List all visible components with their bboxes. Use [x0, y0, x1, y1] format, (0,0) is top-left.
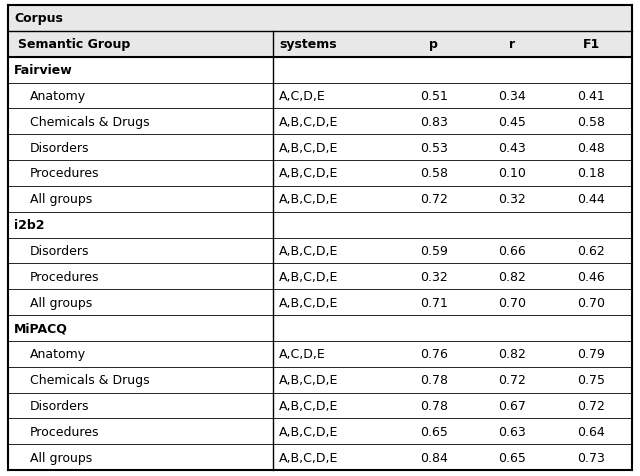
Bar	[8, 212, 632, 238]
Text: Corpus: Corpus	[14, 12, 63, 25]
Text: 0.76: 0.76	[420, 347, 448, 360]
Text: A,B,C,D,E: A,B,C,D,E	[279, 141, 339, 154]
Text: A,C,D,E: A,C,D,E	[279, 347, 326, 360]
Text: Procedures: Procedures	[30, 270, 99, 283]
Bar	[8, 58, 632, 83]
Text: A,B,C,D,E: A,B,C,D,E	[279, 451, 339, 464]
Text: 0.58: 0.58	[577, 116, 605, 129]
Text: 0.44: 0.44	[577, 193, 605, 206]
Text: 0.59: 0.59	[420, 244, 448, 258]
Bar	[8, 393, 632, 418]
Text: All groups: All groups	[30, 193, 92, 206]
Text: 0.18: 0.18	[577, 167, 605, 180]
Text: All groups: All groups	[30, 451, 92, 464]
Text: 0.65: 0.65	[420, 425, 448, 438]
Text: 0.70: 0.70	[498, 296, 526, 309]
Text: A,B,C,D,E: A,B,C,D,E	[279, 296, 339, 309]
Text: 0.83: 0.83	[420, 116, 448, 129]
Bar	[8, 444, 632, 470]
Text: 0.43: 0.43	[498, 141, 525, 154]
Text: 0.72: 0.72	[577, 399, 605, 412]
Text: 0.34: 0.34	[498, 90, 525, 103]
Bar	[8, 6, 632, 32]
Text: 0.84: 0.84	[420, 451, 448, 464]
Text: 0.66: 0.66	[498, 244, 525, 258]
Text: F1: F1	[583, 38, 600, 51]
Text: Disorders: Disorders	[30, 141, 90, 154]
Text: p: p	[429, 38, 438, 51]
Text: 0.53: 0.53	[420, 141, 448, 154]
Text: MiPACQ: MiPACQ	[14, 322, 68, 335]
Text: A,C,D,E: A,C,D,E	[279, 90, 326, 103]
Text: Fairview: Fairview	[14, 64, 73, 77]
Bar	[8, 341, 632, 367]
Bar	[8, 135, 632, 161]
Text: Disorders: Disorders	[30, 244, 90, 258]
Text: systems: systems	[279, 38, 337, 51]
Bar	[8, 418, 632, 444]
Bar	[8, 187, 632, 212]
Text: 0.71: 0.71	[420, 296, 448, 309]
Text: 0.70: 0.70	[577, 296, 605, 309]
Bar	[8, 161, 632, 187]
Text: 0.45: 0.45	[498, 116, 526, 129]
Text: 0.79: 0.79	[577, 347, 605, 360]
Text: 0.32: 0.32	[498, 193, 525, 206]
Text: Procedures: Procedures	[30, 425, 99, 438]
Text: A,B,C,D,E: A,B,C,D,E	[279, 193, 339, 206]
Text: 0.72: 0.72	[420, 193, 448, 206]
Text: 0.58: 0.58	[420, 167, 448, 180]
Text: A,B,C,D,E: A,B,C,D,E	[279, 116, 339, 129]
Text: r: r	[509, 38, 515, 51]
Text: 0.10: 0.10	[498, 167, 526, 180]
Text: Procedures: Procedures	[30, 167, 99, 180]
Bar	[8, 83, 632, 109]
Bar	[8, 109, 632, 135]
Bar	[8, 289, 632, 315]
Text: Chemicals & Drugs: Chemicals & Drugs	[30, 116, 150, 129]
Text: 0.32: 0.32	[420, 270, 448, 283]
Text: 0.46: 0.46	[577, 270, 605, 283]
Bar	[8, 367, 632, 393]
Text: i2b2: i2b2	[14, 218, 45, 232]
Text: All groups: All groups	[30, 296, 92, 309]
Text: 0.78: 0.78	[420, 373, 448, 386]
Text: Semantic Group: Semantic Group	[18, 38, 131, 51]
Text: A,B,C,D,E: A,B,C,D,E	[279, 270, 339, 283]
Text: Anatomy: Anatomy	[30, 90, 86, 103]
Bar	[8, 32, 632, 58]
Text: 0.75: 0.75	[577, 373, 605, 386]
Text: A,B,C,D,E: A,B,C,D,E	[279, 244, 339, 258]
Text: 0.41: 0.41	[577, 90, 605, 103]
Text: A,B,C,D,E: A,B,C,D,E	[279, 399, 339, 412]
Bar	[8, 238, 632, 264]
Text: A,B,C,D,E: A,B,C,D,E	[279, 373, 339, 386]
Text: 0.51: 0.51	[420, 90, 448, 103]
Text: 0.82: 0.82	[498, 270, 526, 283]
Text: 0.62: 0.62	[577, 244, 605, 258]
Bar	[8, 315, 632, 341]
Bar	[8, 264, 632, 289]
Text: A,B,C,D,E: A,B,C,D,E	[279, 167, 339, 180]
Text: Chemicals & Drugs: Chemicals & Drugs	[30, 373, 150, 386]
Text: A,B,C,D,E: A,B,C,D,E	[279, 425, 339, 438]
Text: 0.72: 0.72	[498, 373, 526, 386]
Text: 0.65: 0.65	[498, 451, 526, 464]
Text: Disorders: Disorders	[30, 399, 90, 412]
Text: Anatomy: Anatomy	[30, 347, 86, 360]
Text: 0.73: 0.73	[577, 451, 605, 464]
Text: 0.64: 0.64	[577, 425, 605, 438]
Text: 0.48: 0.48	[577, 141, 605, 154]
Text: 0.67: 0.67	[498, 399, 526, 412]
Text: 0.63: 0.63	[498, 425, 525, 438]
Text: 0.82: 0.82	[498, 347, 526, 360]
Text: 0.78: 0.78	[420, 399, 448, 412]
